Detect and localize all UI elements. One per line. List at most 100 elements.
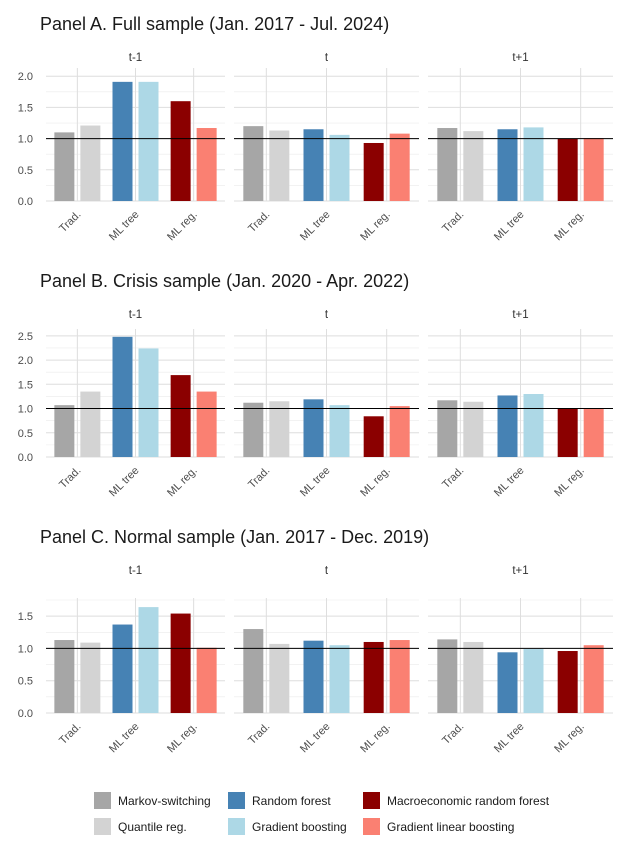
bar [54,405,75,457]
bar [54,132,75,201]
y-tick-label: 1.5 [18,379,33,391]
y-tick-label: 0.5 [18,676,33,688]
legend-item: Gradient linear boosting [363,818,514,835]
x-tick-label: ML tree [492,465,527,500]
legend-label: Quantile reg. [118,820,187,834]
bar [112,336,133,457]
x-tick-label: ML tree [298,721,333,756]
x-tick-label: ML tree [298,465,333,500]
bar [170,101,191,201]
bar [329,405,350,457]
x-tick-label: Trad. [57,721,83,747]
facet-strip-label: t+1 [512,52,528,64]
legend-label: Markov-switching [118,794,211,808]
facet-strip-label: t-1 [129,565,142,577]
legend-item: Random forest [228,792,331,809]
x-tick-label: ML reg. [165,209,200,244]
bar [112,624,133,713]
bar [329,645,350,713]
x-tick-label: Trad. [246,209,272,235]
facet-strip-label: t-1 [129,309,142,321]
bar [303,399,324,457]
bar [80,642,101,713]
bar [523,127,544,201]
bar [497,129,518,201]
bar [196,391,217,457]
bar [389,406,410,457]
x-tick-label: ML tree [492,209,527,244]
bar [112,81,133,201]
bar [54,640,75,713]
bar [583,409,604,457]
legend-label: Random forest [252,794,331,808]
panel-1: Panel A. Full sample (Jan. 2017 - Jul. 2… [18,14,613,243]
y-tick-label: 0.0 [18,708,33,720]
bar [523,394,544,457]
x-tick-label: Trad. [440,465,466,491]
x-tick-label: ML tree [107,209,142,244]
facet-t+1: t+1 Trad. ML tree ML reg. [428,309,613,499]
facet-strip-label: t-1 [129,52,142,64]
bar [303,640,324,713]
y-tick-label: 2.0 [18,355,33,367]
x-tick-label: ML tree [492,721,527,756]
bar [303,129,324,201]
bar [269,130,290,201]
bar [583,137,604,201]
legend-label: Macroeconomic random forest [387,794,550,808]
x-tick-label: ML reg. [552,209,587,244]
bar [437,128,458,201]
bar [463,641,484,713]
bar [463,131,484,201]
y-tick-label: 1.5 [18,102,33,114]
bar [497,652,518,713]
bar [437,400,458,457]
x-tick-label: ML reg. [358,721,393,756]
facet-t+1: t+1 Trad. ML tree ML reg. [428,52,613,243]
facet-strip-label: t+1 [512,309,528,321]
x-tick-label: ML reg. [358,209,393,244]
y-tick-label: 1.0 [18,134,33,146]
y-tick-label: 0.5 [18,428,33,440]
facet-t: t Trad. ML tree ML reg. [234,565,419,755]
x-tick-label: ML reg. [552,465,587,500]
facet-t: t Trad. ML tree ML reg. [234,52,419,243]
x-tick-label: Trad. [57,465,83,491]
facet-t-1: t-1 Trad. ML tree ML reg. [46,309,225,499]
legend: Markov-switching Quantile reg. Random fore… [94,792,550,835]
bar [363,416,384,457]
panel-title: Panel B. Crisis sample (Jan. 2020 - Apr.… [40,271,409,291]
bar [80,125,101,201]
x-tick-label: ML reg. [358,465,393,500]
facet-strip-label: t [325,565,329,577]
legend-label: Gradient boosting [252,820,347,834]
bar [243,402,264,457]
bar [80,391,101,457]
bar [557,408,578,457]
bar [329,134,350,201]
panel-2: Panel B. Crisis sample (Jan. 2020 - Apr.… [18,271,613,499]
bar [243,629,264,713]
x-tick-label: Trad. [246,721,272,747]
y-tick-label: 1.0 [18,404,33,416]
legend-swatch [228,818,245,835]
bar [463,401,484,457]
x-tick-label: ML tree [107,721,142,756]
panel-title: Panel A. Full sample (Jan. 2017 - Jul. 2… [40,14,389,34]
bar [138,607,159,713]
x-tick-label: Trad. [57,209,83,235]
bar [437,639,458,713]
legend-label: Gradient linear boosting [387,820,514,834]
bar [138,348,159,457]
bar [389,133,410,201]
legend-swatch [94,792,111,809]
y-tick-label: 0.5 [18,165,33,177]
x-tick-label: ML tree [107,465,142,500]
legend-item: Quantile reg. [94,818,187,835]
bar [269,643,290,713]
y-tick-label: 1.0 [18,643,33,655]
legend-swatch [363,792,380,809]
x-tick-label: ML tree [298,209,333,244]
facet-t+1: t+1 Trad. ML tree ML reg. [428,565,613,755]
